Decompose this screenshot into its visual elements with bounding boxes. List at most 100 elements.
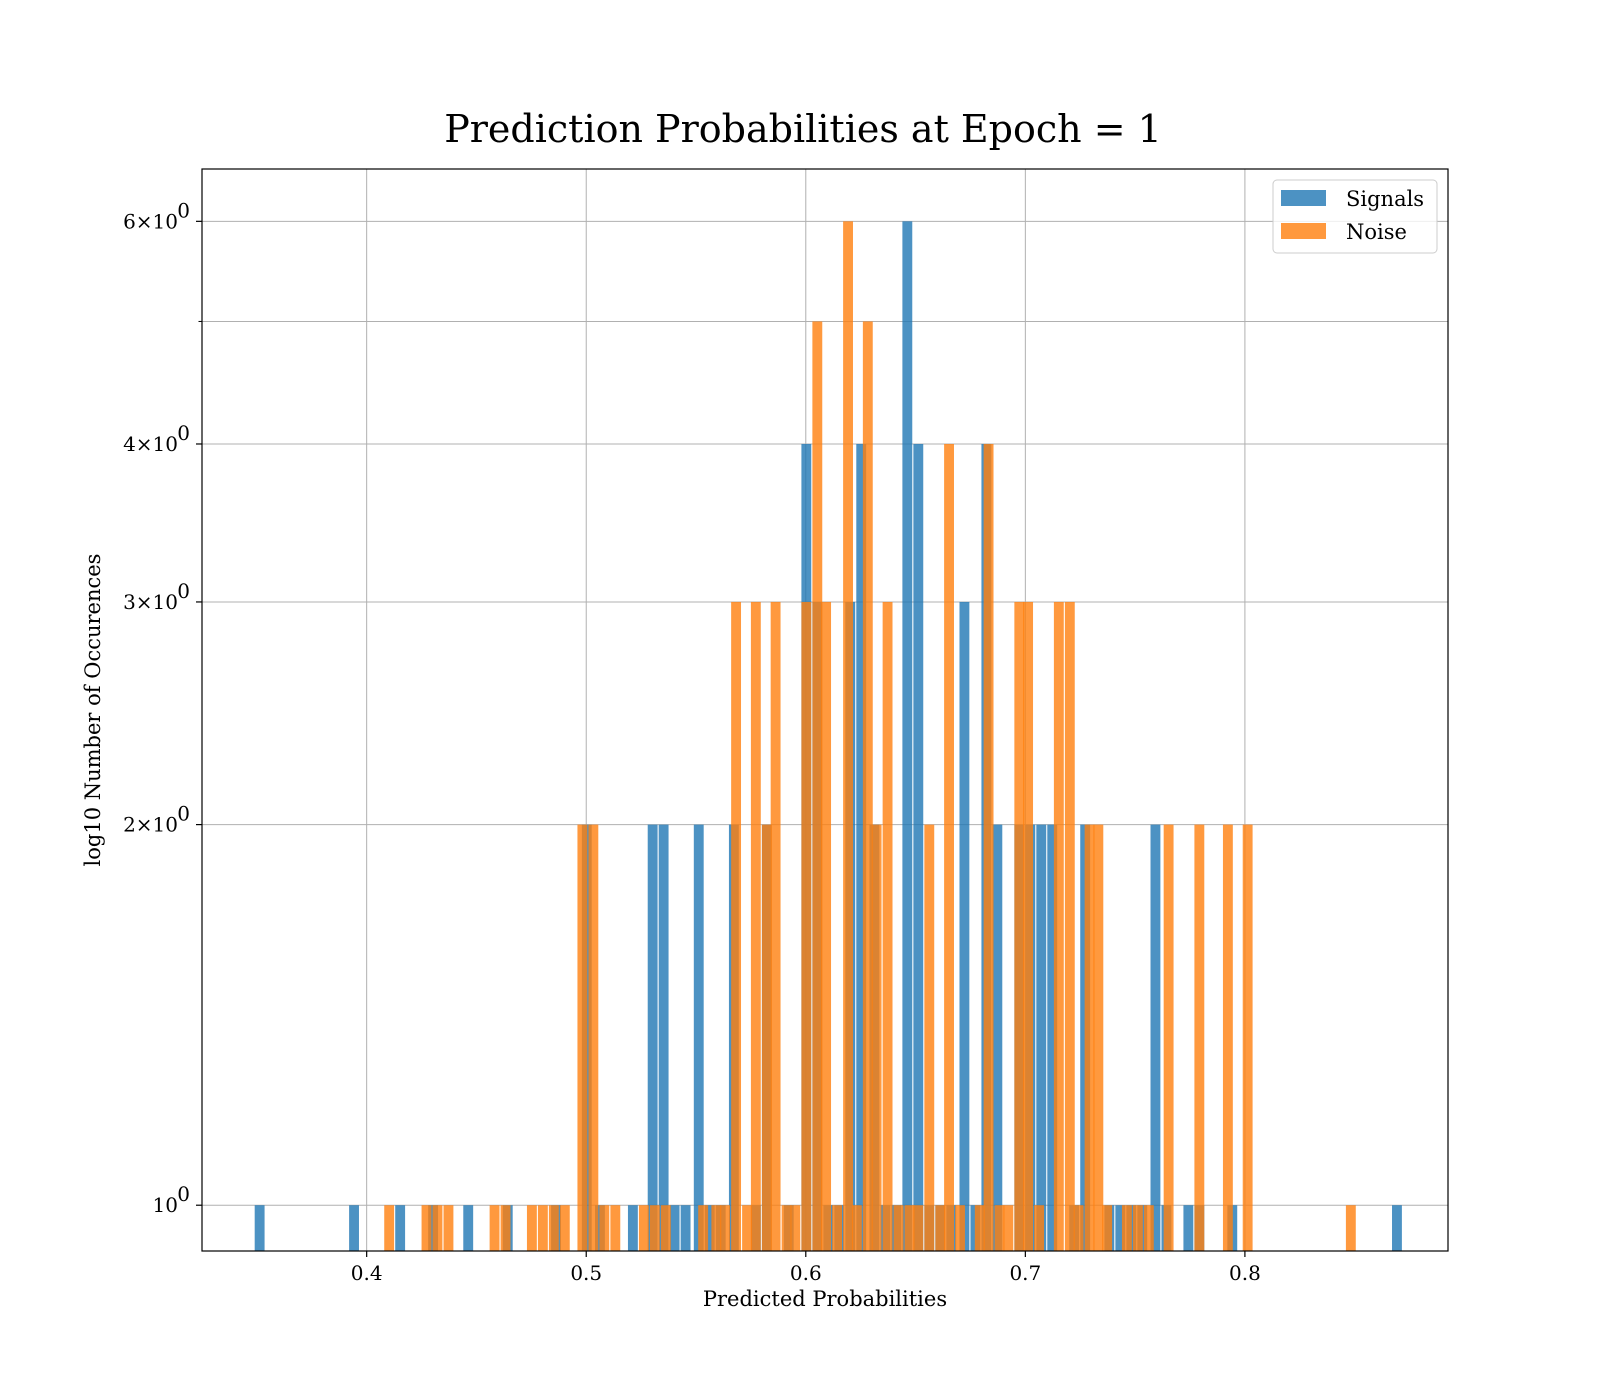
bar-noise	[790, 1205, 801, 1251]
bar-noise	[1102, 1205, 1113, 1251]
bar-signals	[992, 824, 1003, 1251]
y-tick-exponent: 0	[177, 421, 190, 445]
y-axis-label: log10 Number of Occurences	[81, 554, 105, 867]
x-tick-label: 0.7	[1009, 1261, 1041, 1285]
bar-signals	[395, 1205, 406, 1251]
bar-noise	[893, 1205, 904, 1251]
y-tick-label: 4×10	[123, 432, 178, 456]
bar-noise	[1163, 824, 1174, 1251]
bar-signals	[680, 1205, 691, 1251]
bar-signals	[349, 1205, 359, 1251]
bar-noise	[750, 601, 761, 1251]
bar-noise	[801, 601, 812, 1251]
bar-noise	[1093, 824, 1104, 1251]
x-axis-label: Predicted Probabilities	[703, 1287, 947, 1311]
bar-noise	[821, 601, 832, 1251]
bar-noise	[526, 1205, 537, 1251]
bar-noise	[851, 1205, 862, 1251]
bar-noise	[660, 1205, 671, 1251]
bar-noise	[1345, 1205, 1356, 1251]
bar-signals	[669, 1205, 680, 1251]
bar-noise	[812, 321, 823, 1251]
x-tick-label: 0.6	[790, 1261, 822, 1285]
y-tick-exponent: 0	[177, 1182, 190, 1206]
bar-signals	[913, 443, 924, 1252]
bar-noise	[832, 1205, 843, 1251]
bar-noise	[1132, 1205, 1143, 1251]
bar-signals	[658, 824, 669, 1251]
y-tick-exponent: 0	[177, 198, 190, 222]
bar-noise	[548, 1205, 559, 1251]
bar-noise	[638, 1205, 649, 1251]
bar-noise	[944, 443, 954, 1252]
bar-noise	[862, 321, 873, 1251]
bar-signals	[1392, 1205, 1402, 1251]
bar-noise	[1023, 601, 1034, 1251]
bar-noise	[559, 1205, 570, 1251]
bar-noise	[1014, 601, 1025, 1251]
bar-noise	[588, 824, 599, 1251]
bar-noise	[955, 1205, 965, 1251]
bar-noise	[577, 824, 588, 1251]
bar-signals	[463, 1205, 474, 1251]
bar-noise	[770, 601, 781, 1251]
legend: Signals Noise	[1272, 179, 1438, 254]
bar-noise	[983, 443, 994, 1252]
bar-signals	[856, 443, 867, 1252]
bar-noise	[1073, 1205, 1084, 1251]
y-tick-label: 2×10	[123, 813, 178, 837]
bar-noise	[421, 1205, 432, 1251]
bar-noise	[974, 1205, 985, 1251]
bar-noise	[720, 1205, 731, 1251]
bar-noise	[489, 1205, 500, 1251]
bar-noise	[649, 1205, 660, 1251]
bar-signals	[1183, 1205, 1194, 1251]
y-tick-exponent: 0	[177, 802, 190, 826]
bar-noise	[843, 221, 853, 1252]
bar-signals	[1036, 824, 1047, 1251]
bar-noise	[599, 1205, 610, 1251]
bar-noise	[537, 1205, 548, 1251]
x-tick-label: 0.4	[351, 1261, 383, 1285]
bar-noise	[742, 1205, 752, 1251]
bar-noise	[882, 601, 893, 1251]
bar-noise	[1003, 1205, 1014, 1251]
y-tick-label: 10	[153, 1193, 178, 1217]
bar-signals	[254, 1205, 265, 1251]
legend-label-noise: Noise	[1346, 220, 1407, 244]
bar-noise	[1064, 601, 1075, 1251]
bar-signals	[704, 1205, 715, 1251]
bar-signals	[1047, 824, 1058, 1251]
x-tick-label: 0.8	[1229, 1261, 1261, 1285]
y-tick-label: 6×10	[123, 209, 178, 233]
bar-noise	[1222, 824, 1233, 1251]
bar-noise	[500, 1205, 511, 1251]
bar-noise	[761, 824, 772, 1251]
x-axis-ticks: 0.4 0.5 0.6 0.7 0.8	[351, 1251, 1261, 1285]
chart-title: Prediction Probabilities at Epoch = 1	[444, 107, 1162, 151]
bar-signals	[902, 221, 913, 1252]
bar-noise	[731, 601, 742, 1251]
bar-signals	[627, 1205, 638, 1251]
bar-noise	[913, 1205, 924, 1251]
bar-noise	[904, 1205, 915, 1251]
legend-label-signals: Signals	[1346, 187, 1424, 211]
bar-noise	[432, 1205, 443, 1251]
bar-noise	[443, 1205, 454, 1251]
bar-noise	[1121, 1205, 1132, 1251]
bar-noise	[1242, 824, 1253, 1251]
bar-noise	[698, 1205, 709, 1251]
bar-signals	[959, 601, 970, 1251]
legend-swatch-noise	[1281, 223, 1326, 239]
x-tick-label: 0.5	[570, 1261, 602, 1285]
bar-noise	[994, 1205, 1005, 1251]
bar-noise	[384, 1205, 395, 1251]
bar-noise	[1034, 1205, 1045, 1251]
bar-noise	[781, 1205, 792, 1251]
y-axis-ticks: 10 02×10 03×10 04×10 06×10 0	[123, 198, 202, 1217]
bar-signals	[693, 824, 704, 1251]
bar-noise	[871, 824, 882, 1251]
y-tick-exponent: 0	[177, 579, 190, 603]
bar-noise	[935, 1205, 946, 1251]
